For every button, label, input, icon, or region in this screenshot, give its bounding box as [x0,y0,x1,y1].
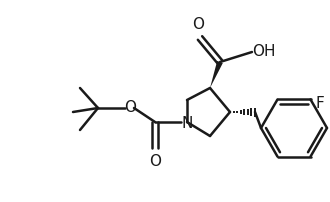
Text: O: O [124,101,136,116]
Text: O: O [149,154,161,169]
Text: O: O [192,17,204,32]
Text: OH: OH [252,44,276,60]
Polygon shape [210,61,223,88]
Text: F: F [315,96,324,111]
Text: N: N [181,116,193,130]
